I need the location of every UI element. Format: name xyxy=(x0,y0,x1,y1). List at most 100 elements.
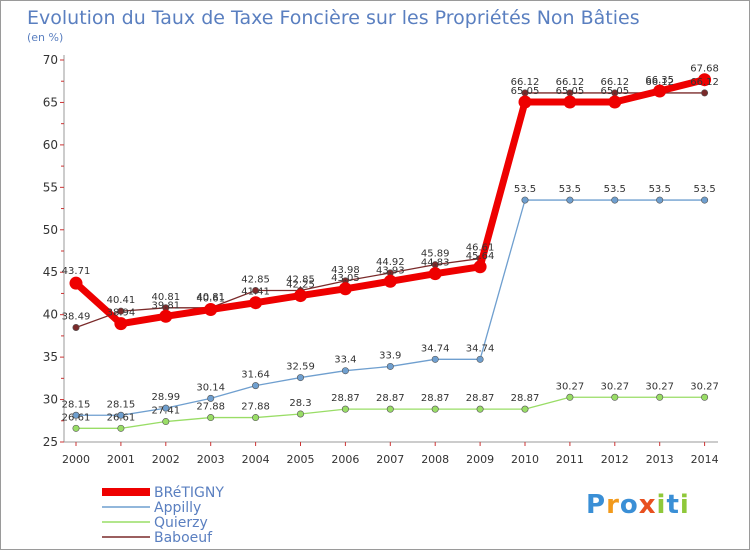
data-label: 28.15 xyxy=(62,399,91,410)
data-label: 34.74 xyxy=(466,343,495,354)
data-label: 28.87 xyxy=(331,393,360,404)
data-point xyxy=(72,411,80,419)
data-label: 30.14 xyxy=(196,382,225,393)
data-label: 45.64 xyxy=(466,251,495,262)
data-label: 66.12 xyxy=(556,77,585,88)
data-point xyxy=(341,367,349,375)
data-label: 26.61 xyxy=(62,412,91,423)
data-label: 40.61 xyxy=(196,293,225,304)
data-point xyxy=(117,411,125,419)
data-label: 40.41 xyxy=(107,295,136,306)
data-point xyxy=(431,405,439,413)
legend-label: Baboeuf xyxy=(154,530,213,546)
data-label: 44.83 xyxy=(421,258,450,269)
data-point xyxy=(566,196,574,204)
logo-letter: t xyxy=(666,490,680,520)
data-point xyxy=(701,393,709,401)
data-point xyxy=(653,84,667,98)
data-point xyxy=(207,414,215,422)
data-label: 65.05 xyxy=(600,86,629,97)
data-label: 30.27 xyxy=(600,381,629,392)
data-point xyxy=(252,414,260,422)
x-tick-label: 2000 xyxy=(62,453,90,466)
logo-letter: i xyxy=(679,490,690,520)
y-tick-label: 50 xyxy=(43,223,58,237)
y-tick-label: 70 xyxy=(43,53,58,67)
proxiti-logo: Proxiti xyxy=(586,490,690,520)
x-tick-label: 2007 xyxy=(376,453,404,466)
data-label: 42.85 xyxy=(286,274,315,285)
data-point xyxy=(162,404,170,412)
y-tick-label: 65 xyxy=(43,95,58,109)
data-point xyxy=(701,89,709,97)
y-tick-label: 30 xyxy=(43,393,58,407)
data-label: 27.88 xyxy=(196,402,225,413)
data-label: 53.5 xyxy=(693,184,715,195)
data-point xyxy=(69,276,83,290)
data-point xyxy=(656,196,664,204)
data-label: 43.98 xyxy=(331,265,360,276)
data-point xyxy=(386,405,394,413)
data-point xyxy=(294,289,307,303)
data-label: 53.5 xyxy=(514,184,536,195)
data-point xyxy=(252,286,260,294)
data-label: 53.5 xyxy=(649,184,671,195)
labels-brétigny: 43.71 38.94 39.81 40.61 41.41 42.25 43.05 43.93… xyxy=(62,64,719,319)
data-label: 28.87 xyxy=(511,393,540,404)
series-brétigny xyxy=(69,73,712,331)
data-label: 43.71 xyxy=(62,266,91,277)
labels-baboeuf: 38.49 40.41 40.81 40.81 42.85 42.85 43.98 44.92… xyxy=(62,77,719,323)
data-label: 40.81 xyxy=(196,292,225,303)
data-label: 33.4 xyxy=(334,355,356,366)
data-label: 46.61 xyxy=(466,243,495,254)
data-label: 53.5 xyxy=(559,184,581,195)
data-point xyxy=(162,418,170,426)
y-tick-label: 40 xyxy=(43,308,58,322)
data-point xyxy=(566,393,574,401)
data-point xyxy=(608,95,622,109)
data-label: 66.12 xyxy=(511,77,540,88)
data-point xyxy=(252,382,260,390)
data-point xyxy=(159,309,173,323)
x-tick-label: 2003 xyxy=(197,453,225,466)
y-tick-label: 55 xyxy=(43,180,58,194)
data-point xyxy=(296,410,304,418)
data-point xyxy=(611,393,619,401)
data-label: 28.87 xyxy=(466,393,495,404)
data-label: 28.3 xyxy=(289,398,311,409)
data-label: 65.05 xyxy=(556,86,585,97)
data-label: 42.25 xyxy=(286,280,315,291)
x-tick-label: 2014 xyxy=(691,453,719,466)
data-point xyxy=(431,355,439,363)
data-point xyxy=(698,73,712,87)
x-tick-label: 2009 xyxy=(466,453,494,466)
data-label: 28.99 xyxy=(151,392,180,403)
labels-quierzy: 26.61 26.61 27.41 27.88 27.88 28.3 28.87 28.87 2… xyxy=(62,381,719,423)
x-tick-label: 2008 xyxy=(421,453,449,466)
x-tick-label: 2011 xyxy=(556,453,584,466)
data-label: 67.68 xyxy=(690,64,719,75)
data-point xyxy=(386,362,394,370)
y-tick-label: 60 xyxy=(43,138,58,152)
data-point xyxy=(341,405,349,413)
data-label: 40.81 xyxy=(151,292,180,303)
data-point xyxy=(701,196,709,204)
series-quierzy xyxy=(72,393,709,432)
data-point xyxy=(117,307,125,315)
x-tick-label: 2005 xyxy=(287,453,315,466)
data-point xyxy=(72,424,80,432)
data-point xyxy=(249,296,263,310)
data-label: 43.05 xyxy=(331,273,360,284)
data-point xyxy=(114,317,128,331)
data-label: 45.89 xyxy=(421,249,450,260)
series-appilly xyxy=(72,196,709,419)
legend-label: BRéTIGNY xyxy=(154,485,224,501)
y-tick-label: 45 xyxy=(43,265,58,279)
data-label: 28.87 xyxy=(421,393,450,404)
chart-title: Evolution du Taux de Taxe Foncière sur l… xyxy=(27,7,640,29)
data-point xyxy=(428,267,442,281)
data-label: 42.85 xyxy=(241,274,270,285)
labels-appilly: 28.15 28.15 28.99 30.14 31.64 32.59 33.4 33.9 34… xyxy=(62,184,716,410)
